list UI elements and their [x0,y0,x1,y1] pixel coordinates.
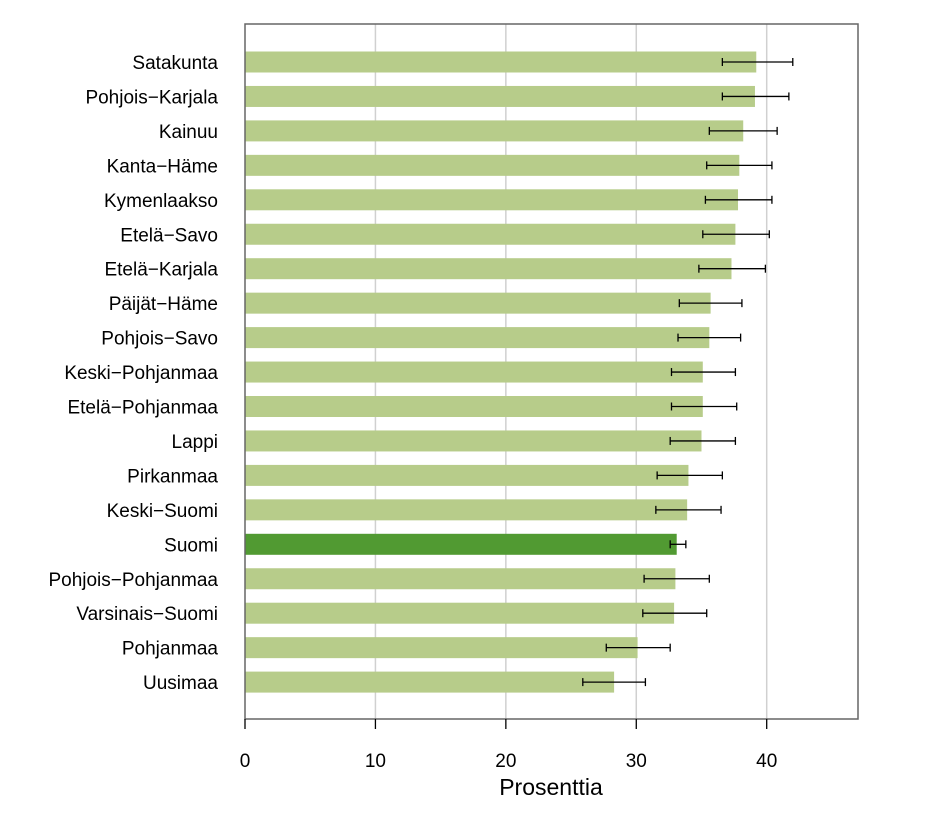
error-bar [582,678,647,687]
category-label: Varsinais−Suomi [76,604,218,625]
error-bar [605,643,671,652]
category-label: Pohjois−Pohjanmaa [48,570,218,591]
category-label: Pohjanmaa [122,639,219,660]
error-bar [702,230,770,239]
category-label: Suomi [164,535,218,556]
bar [245,51,757,73]
category-label: Etelä−Karjala [104,260,218,281]
error-bar [678,299,743,308]
bar [245,568,676,590]
error-bar [670,402,738,411]
bar [245,671,615,693]
x-tick-label: 10 [365,751,386,772]
error-bar [669,540,687,549]
error-bar [698,264,767,273]
bar [245,396,703,417]
bar [245,327,710,349]
x-tick-label: 40 [756,751,777,772]
category-labels: Satakunta Pohjois−Karjala Kainuu Kanta−Häme… [48,53,218,694]
bar [245,189,739,211]
plot-border [244,23,859,720]
category-label: Keski−Suomi [107,501,218,522]
bar [245,361,703,383]
bar [245,258,732,280]
category-label: Pohjois−Savo [101,329,218,350]
error-bar [670,368,737,377]
error-bar [721,92,790,101]
plot-frame [244,23,859,720]
category-label: Lappi [172,432,219,453]
error-bar [704,195,773,204]
bar [245,120,744,142]
bar [245,154,740,176]
category-label: Uusimaa [143,673,218,694]
error-bar [642,609,708,618]
category-label: Pohjois−Karjala [85,87,218,108]
category-label: Pirkanmaa [127,466,218,487]
error-bar [677,333,742,342]
x-tick-label: 0 [240,751,251,772]
category-label: Kanta−Häme [107,156,218,177]
category-label: Etelä−Savo [120,225,218,246]
bar [245,292,711,314]
category-label: Kymenlaakso [104,191,218,212]
x-tick-label: 30 [626,751,647,772]
error-bar [706,161,773,170]
category-label: Satakunta [132,53,218,74]
x-axis-title: Prosenttia [499,774,603,800]
error-bar [721,58,794,66]
bar-layer [245,51,757,693]
category-label: Keski−Pohjanmaa [64,363,218,384]
error-bar [655,505,722,514]
bar [245,464,689,486]
bar [245,85,755,107]
x-axis: 0 10 20 30 40 [240,719,777,772]
error-bar [708,126,778,135]
bar [245,499,688,521]
error-bar-layer [582,58,794,687]
bar [245,223,736,245]
bar [245,602,675,624]
bar [245,637,638,659]
category-label: Päijät−Häme [109,294,218,315]
category-label: Kainuu [159,122,218,143]
bar-highlight [245,533,677,555]
error-bar [656,471,724,480]
category-label: Etelä−Pohjanmaa [67,398,218,419]
x-tick-label: 20 [495,751,516,772]
bar [245,430,702,452]
error-bar [669,436,737,445]
error-bar [643,574,710,583]
